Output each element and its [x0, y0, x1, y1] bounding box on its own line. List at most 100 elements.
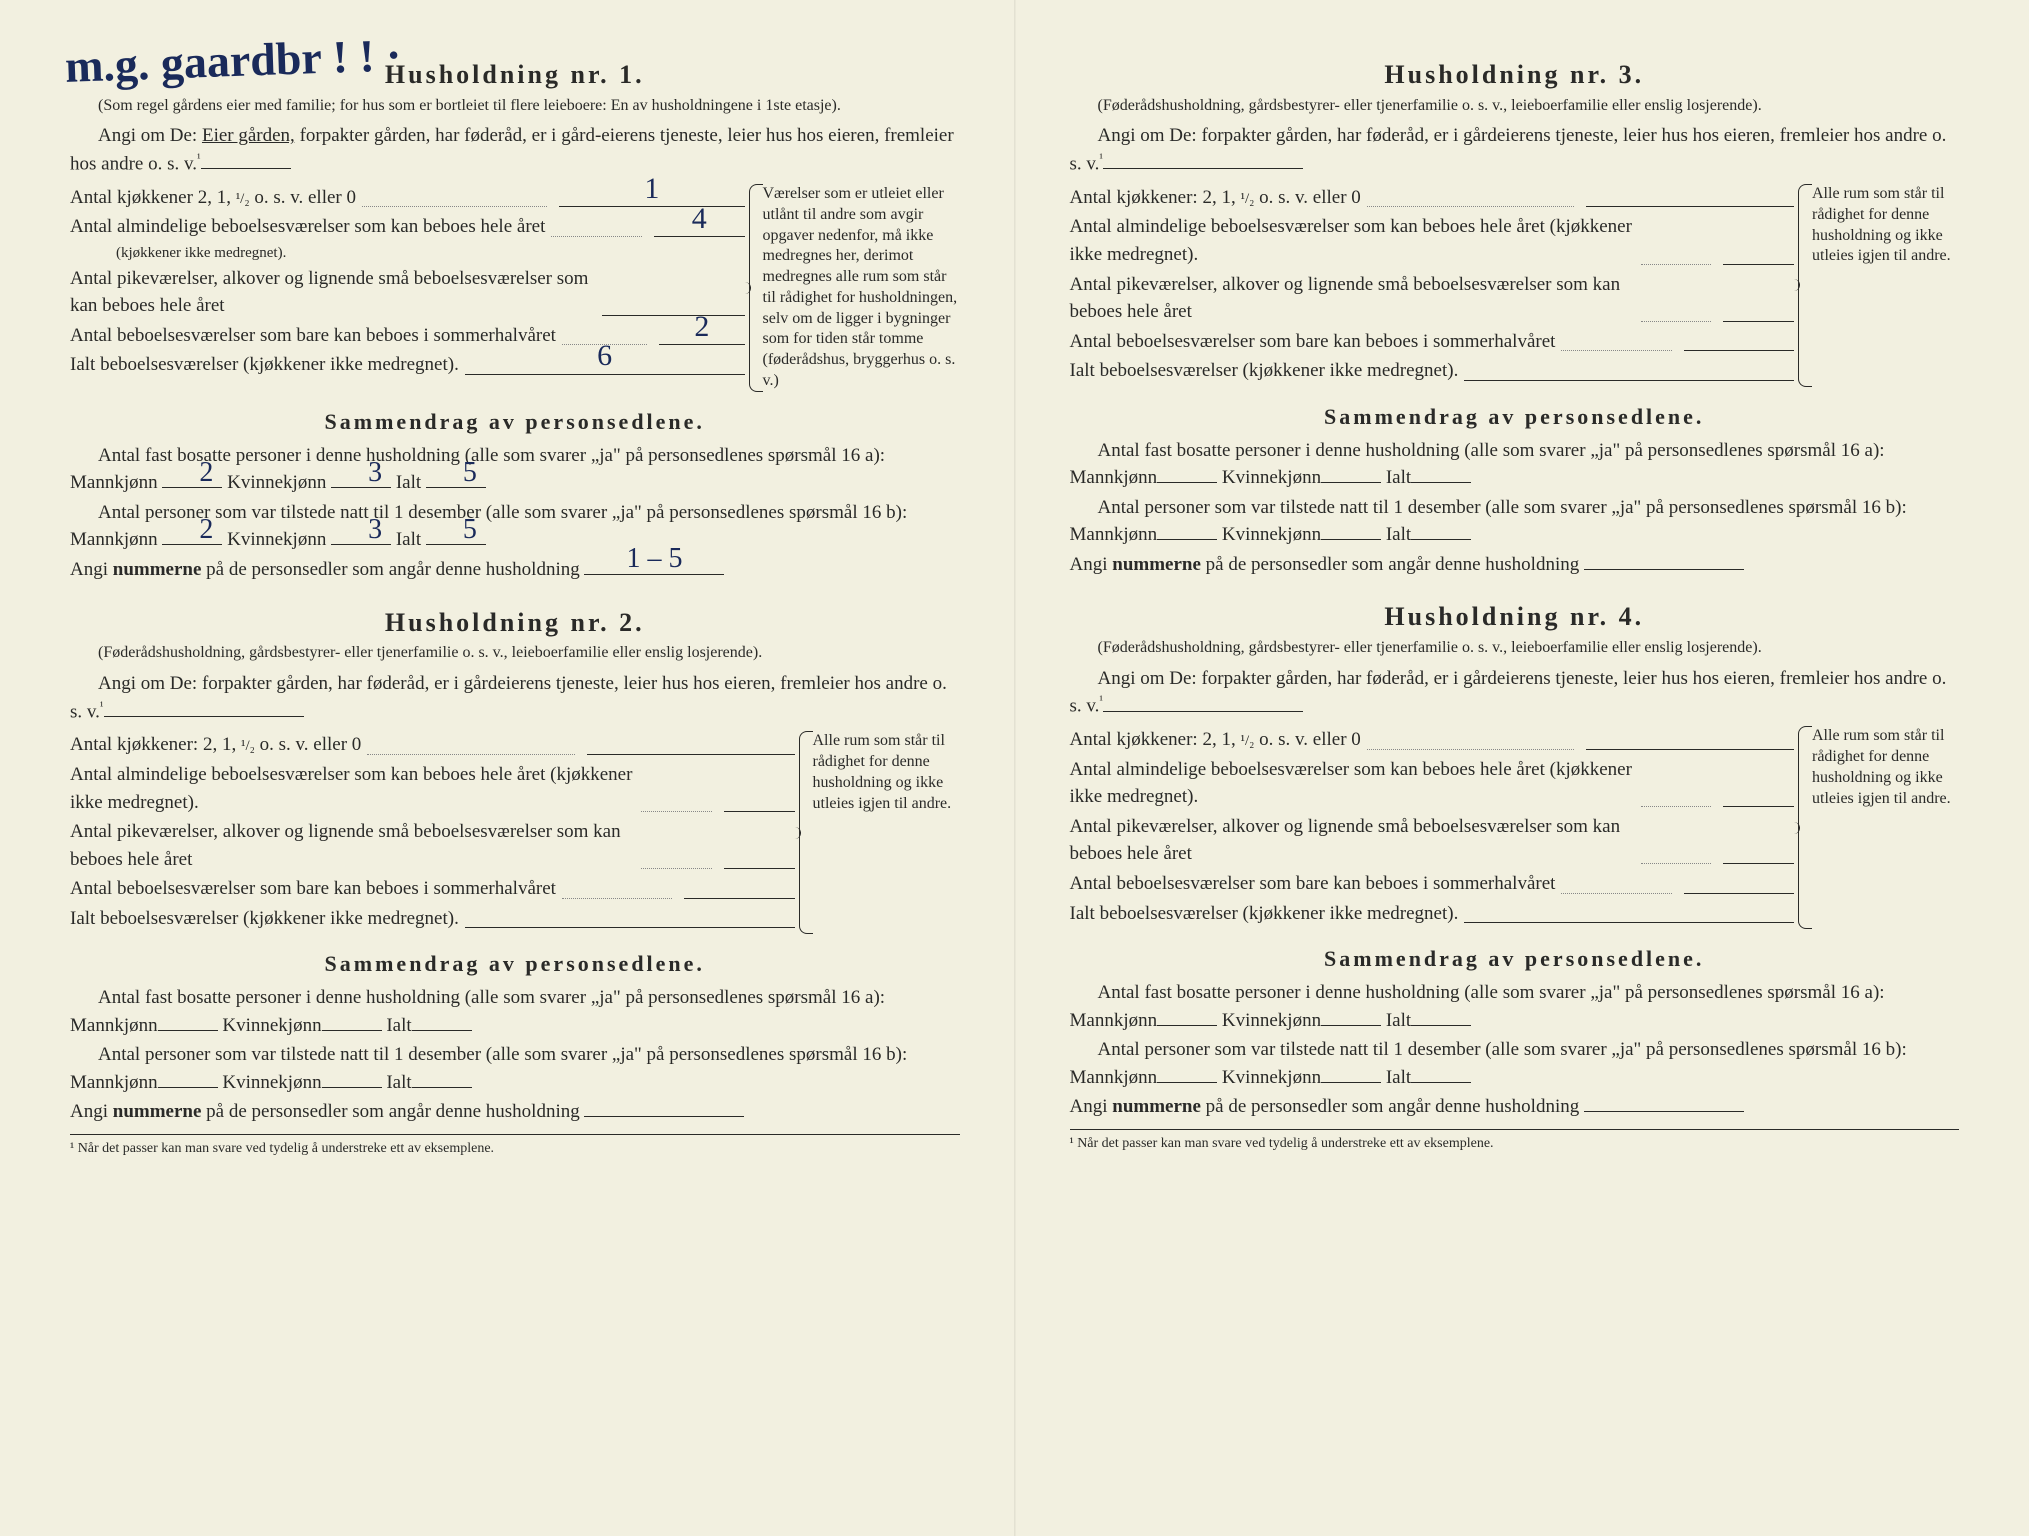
hh3-angi-blank	[1103, 168, 1303, 169]
p: Angi	[1070, 554, 1113, 575]
hh2-sa: Antal fast bosatte personer i denne hush…	[70, 984, 960, 1039]
hh1-alm-val: 4	[692, 197, 707, 241]
hh1-kjokkener-val: 1	[644, 167, 659, 211]
hh2-title: Husholdning nr. 2.	[70, 604, 960, 642]
hh2-angi: Angi om De: forpakter gården, har føderå…	[70, 670, 960, 725]
k2p: Antal kjøkkener:	[70, 734, 198, 755]
a: Antal almindelige beboelsesværelser som …	[1070, 213, 1635, 268]
b	[724, 868, 795, 869]
p2: Antal pikeværelser, alkover og lignende …	[70, 818, 635, 873]
footnote-left: ¹ Når det passer kan man svare ved tydel…	[70, 1134, 960, 1159]
hh1-row-ialt: Ialt beboelsesværelser (kjøkkener ikke m…	[70, 351, 745, 379]
ia: Ialt	[396, 472, 421, 493]
hh4-sa: Antal fast bosatte personer i denne hush…	[1070, 979, 1960, 1034]
page-left: m.g. gaardbr ! ! · Husholdning nr. 1. (S…	[0, 0, 1015, 1536]
hh1-rows: Antal kjøkkener 2, 1, ¹/₂ o. s. v. eller…	[70, 184, 960, 392]
p: Angi	[70, 1101, 113, 1122]
a: Antal almindelige beboelsesværelser som …	[1070, 756, 1635, 811]
hh1-kvinne-a: 3	[340, 453, 382, 494]
k2e: o. s. v. eller 0	[255, 734, 361, 755]
d	[1561, 893, 1671, 894]
o: 2, 1,	[1198, 187, 1241, 208]
hh4-rk: Antal kjøkkener: 2, 1, ¹/₂ o. s. v. elle…	[1070, 726, 1795, 754]
hh1-row-alm: Antal almindelige beboelsesværelser som …	[70, 213, 745, 241]
hh1-mann-b: 2	[171, 510, 213, 551]
hh3-st: Sammendrag av personsedlene.	[1070, 401, 1960, 433]
hh1-pike-blank	[602, 315, 744, 316]
h: ¹/₂	[1240, 191, 1254, 207]
b	[1723, 321, 1794, 322]
hh2-row-pike: Antal pikeværelser, alkover og lignende …	[70, 818, 795, 873]
i: Ialt	[386, 1015, 411, 1036]
b	[1723, 264, 1794, 265]
hh2-row-k: Antal kjøkkener: 2, 1, ¹/₂ o. s. v. elle…	[70, 731, 795, 759]
hh2-angi-t: Angi om De: forpakter gården, har føderå…	[70, 673, 947, 722]
hh3-num: 3.	[1619, 60, 1645, 89]
so2: Antal beboelsesværelser som bare kan beb…	[70, 875, 556, 903]
hh1-ialt-val: 6	[597, 334, 612, 378]
hh2-angi-blank	[104, 716, 304, 717]
hh1-kvinne-b: 3	[340, 510, 382, 551]
hh1-summ-b: Antal personer som var tilstede natt til…	[70, 499, 960, 554]
footnote-right: ¹ Når det passer kan man svare ved tydel…	[1070, 1129, 1960, 1154]
hh1-num: 1.	[619, 60, 645, 89]
hh4-numrene: Angi nummerne på de personsedler som ang…	[1070, 1093, 1960, 1121]
hh3-rc: Antal kjøkkener: 2, 1, ¹/₂ o. s. v. elle…	[1070, 184, 1795, 387]
b: nummerne	[1112, 1096, 1201, 1117]
hh4-sb: Antal personer som var tilstede natt til…	[1070, 1036, 1960, 1091]
e: o. s. v. eller 0	[1254, 729, 1360, 750]
pike-lbl: Antal pikeværelser, alkover og lignende …	[70, 265, 596, 320]
it2: Ialt beboelsesværelser (kjøkkener ikke m…	[70, 905, 459, 933]
b: nummerne	[113, 1101, 202, 1122]
k: Kvinnekjønn	[1222, 1067, 1321, 1088]
b	[1586, 749, 1794, 750]
po: på de personsedler som angår denne husho…	[1201, 1096, 1579, 1117]
hh2-note: (Føderådshusholdning, gårdsbestyrer- ell…	[70, 643, 960, 664]
tp4: Husholdning nr.	[1384, 602, 1609, 631]
d	[1641, 806, 1712, 807]
p: Antal kjøkkener:	[1070, 187, 1198, 208]
hh1-ialt-a: 5	[435, 453, 477, 494]
ia2: Ialt	[396, 529, 421, 550]
d	[1641, 863, 1712, 864]
hh1-mann-a: 2	[171, 453, 213, 494]
ialt-lbl: Ialt beboelsesværelser (kjøkkener ikke m…	[70, 351, 459, 379]
i: Ialt	[1386, 467, 1411, 488]
hh1-angi-blank	[201, 168, 291, 169]
hh1-numrene-val: 1 – 5	[626, 539, 682, 580]
hh2-sn-t: Alle rum som står til rådighet for denne…	[813, 732, 952, 811]
b: nummerne	[1112, 554, 1201, 575]
dots	[362, 206, 547, 207]
i: Ialt beboelsesværelser (kjøkkener ikke m…	[1070, 900, 1459, 928]
p: Antal pikeværelser, alkover og lignende …	[1070, 813, 1635, 868]
np: Angi	[70, 559, 113, 580]
npo: på de personsedler som angår denne husho…	[201, 559, 579, 580]
hh2-numrene: Angi nummerne på de personsedler som ang…	[70, 1098, 960, 1126]
hh3-rows: Antal kjøkkener: 2, 1, ¹/₂ o. s. v. elle…	[1070, 184, 1960, 387]
b	[1684, 350, 1794, 351]
a3: Angi om De: forpakter gården, har føderå…	[1070, 125, 1947, 174]
hh4-st: Sammendrag av personsedlene.	[1070, 943, 1960, 975]
s: Antal beboelsesværelser som bare kan beb…	[1070, 328, 1556, 356]
k: Kvinnekjønn	[1222, 467, 1321, 488]
hh4-title: Husholdning nr. 4.	[1070, 598, 1960, 636]
hh2-sidenote: Alle rum som står til rådighet for denne…	[805, 731, 960, 934]
k: Kvinnekjønn	[222, 1072, 321, 1093]
hh1-rows-col: Antal kjøkkener 2, 1, ¹/₂ o. s. v. eller…	[70, 184, 745, 392]
hh4-rp: Antal pikeværelser, alkover og lignende …	[1070, 813, 1795, 868]
brace	[799, 731, 813, 934]
po: på de personsedler som angår denne husho…	[201, 1101, 579, 1122]
tp3: Husholdning nr.	[1384, 60, 1609, 89]
brace	[1798, 726, 1812, 929]
hh4-sn: Alle rum som står til rådighet for denne…	[1804, 726, 1959, 929]
hh1-row-kjokkener: Antal kjøkkener 2, 1, ¹/₂ o. s. v. eller…	[70, 184, 745, 212]
hh1-angi-underlined: Eier gården,	[202, 125, 295, 146]
k-half: ¹/₂	[236, 191, 250, 207]
d	[1641, 321, 1712, 322]
po: på de personsedler som angår denne husho…	[1201, 554, 1579, 575]
hh2-rows-col: Antal kjøkkener: 2, 1, ¹/₂ o. s. v. elle…	[70, 731, 795, 934]
hh4-angi: Angi om De: forpakter gården, har føderå…	[1070, 665, 1960, 720]
i: Ialt	[386, 1072, 411, 1093]
k-end: o. s. v. eller 0	[250, 187, 356, 208]
k: Kvinnekjønn	[1222, 1010, 1321, 1031]
